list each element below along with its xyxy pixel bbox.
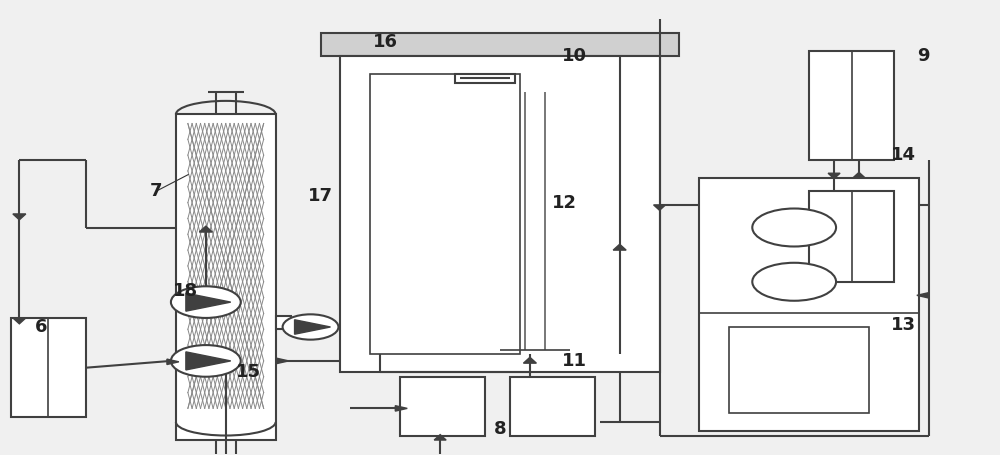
Bar [809, 191, 894, 282]
Bar [809, 51, 894, 160]
Bar [320, 33, 679, 56]
Bar [340, 56, 660, 372]
Polygon shape [277, 358, 289, 364]
Bar [455, 74, 515, 83]
Polygon shape [186, 352, 231, 370]
Text: 16: 16 [373, 33, 398, 51]
Polygon shape [828, 173, 840, 179]
Text: 14: 14 [891, 146, 916, 164]
Bar [510, 377, 595, 435]
Circle shape [283, 314, 338, 339]
Text: 17: 17 [308, 187, 333, 205]
Text: 18: 18 [173, 282, 198, 300]
Text: 11: 11 [562, 352, 587, 370]
Text: 8: 8 [494, 420, 506, 438]
Bar [699, 178, 919, 431]
Text: 6: 6 [35, 318, 48, 336]
Polygon shape [295, 320, 330, 334]
Text: 9: 9 [918, 47, 930, 65]
Circle shape [171, 286, 241, 318]
Bar [276, 316, 291, 329]
Text: 10: 10 [562, 47, 587, 65]
Bar [400, 377, 485, 435]
Polygon shape [167, 359, 179, 364]
Text: 12: 12 [552, 194, 577, 212]
Circle shape [171, 345, 241, 377]
Polygon shape [654, 205, 666, 210]
Polygon shape [523, 357, 536, 363]
Bar [176, 115, 276, 440]
Polygon shape [13, 318, 26, 324]
Polygon shape [13, 214, 26, 220]
Bar [370, 74, 520, 354]
Polygon shape [199, 226, 212, 232]
Polygon shape [917, 293, 929, 298]
Polygon shape [853, 172, 865, 178]
Bar [729, 327, 869, 413]
Polygon shape [395, 406, 407, 411]
Bar [11, 318, 86, 417]
Circle shape [752, 263, 836, 301]
Text: 15: 15 [236, 363, 261, 381]
Polygon shape [186, 293, 231, 311]
Text: 7: 7 [150, 182, 162, 200]
Polygon shape [613, 244, 626, 250]
Circle shape [752, 208, 836, 247]
Text: 13: 13 [891, 316, 916, 334]
Polygon shape [434, 435, 446, 440]
